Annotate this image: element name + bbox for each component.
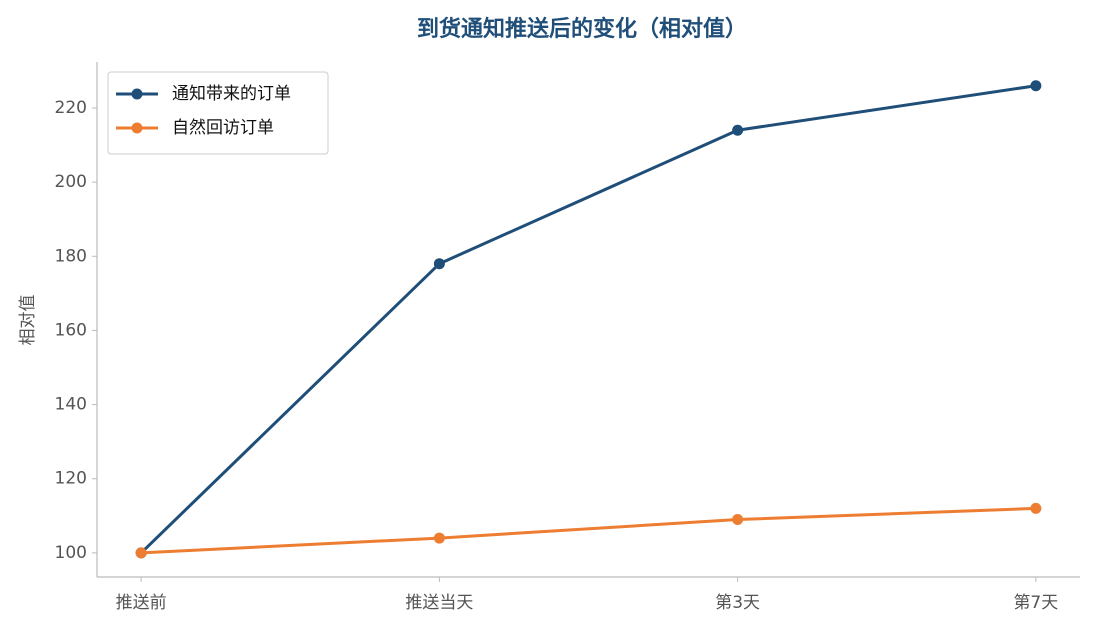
legend-label: 自然回访订单 bbox=[172, 118, 274, 138]
y-axis-label: 相对值 bbox=[18, 295, 38, 346]
series-line bbox=[141, 506, 1036, 555]
y-tick-label: 160 bbox=[55, 320, 87, 340]
legend-label: 通知带来的订单 bbox=[172, 84, 291, 104]
y-tick-label: 220 bbox=[55, 98, 87, 118]
y-tick-label: 180 bbox=[55, 246, 87, 266]
chart-title: 到货通知推送后的变化（相对值） bbox=[417, 16, 747, 42]
data-point bbox=[135, 547, 147, 559]
legend-marker bbox=[131, 88, 143, 100]
x-tick-label: 第7天 bbox=[1013, 593, 1058, 613]
data-point bbox=[732, 124, 744, 136]
x-tick-label: 推送前 bbox=[116, 593, 167, 613]
series-line bbox=[140, 84, 1037, 554]
y-tick-label: 120 bbox=[55, 469, 87, 489]
data-point bbox=[732, 514, 744, 526]
y-tick-label: 140 bbox=[55, 395, 87, 415]
y-tick-label: 200 bbox=[55, 172, 87, 192]
y-tick-label: 100 bbox=[55, 543, 87, 563]
data-point bbox=[433, 532, 445, 544]
data-point bbox=[433, 258, 445, 270]
x-tick-label: 推送当天 bbox=[405, 593, 473, 613]
data-point bbox=[1030, 502, 1042, 514]
legend-box bbox=[107, 71, 329, 155]
x-tick-label: 第3天 bbox=[715, 593, 760, 613]
legend-marker bbox=[131, 122, 143, 134]
data-point bbox=[1030, 80, 1042, 92]
